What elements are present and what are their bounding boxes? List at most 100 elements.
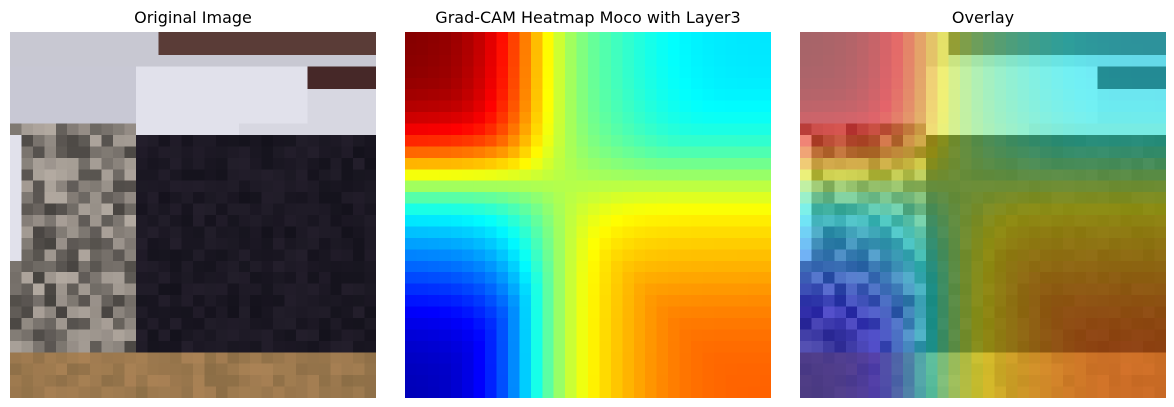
overlay-pixel [1051,386,1064,398]
heatmap-pixel [656,192,669,204]
heatmap-pixel [450,260,463,273]
original-pixel [364,112,376,124]
overlay-pixel [1131,66,1144,78]
heatmap-pixel [485,352,497,364]
heatmap-pixel [473,112,486,124]
heatmap-pixel [496,77,509,90]
heatmap-pixel [530,352,543,364]
overlay-pixel [960,306,972,319]
overlay-pixel [983,283,995,296]
original-pixel [193,112,205,124]
original-pixel [273,260,285,273]
heatmap-pixel [622,237,634,250]
original-pixel [44,249,56,261]
heatmap-pixel [530,66,543,78]
original-pixel [10,146,22,159]
original-pixel [32,157,45,170]
heatmap-pixel [462,169,474,181]
heatmap-pixel [702,43,715,56]
heatmap-pixel [485,89,497,101]
original-pixel [238,340,251,353]
overlay-pixel [868,134,881,147]
original-pixel [10,386,22,398]
original-pixel [227,146,239,159]
original-pixel [227,386,239,398]
original-pixel [10,32,22,44]
original-pixel [238,237,251,250]
overlay-pixel [1143,329,1155,342]
heatmap-pixel [530,237,543,250]
overlay-pixel [800,317,812,330]
heatmap-pixel [485,375,497,387]
original-pixel [44,180,56,193]
original-pixel [21,180,34,193]
original-pixel [90,112,102,124]
heatmap-pixel [690,329,703,342]
overlay-pixel [800,112,812,124]
heatmap-pixel [450,89,463,101]
heatmap-pixel [588,317,600,330]
heatmap-pixel [610,226,623,239]
original-pixel [90,295,102,307]
original-pixel [147,363,159,376]
overlay-pixel [1143,283,1155,296]
heatmap-pixel [496,317,509,330]
original-pixel [147,89,159,101]
original-pixel [330,169,342,181]
heatmap-pixel [530,306,543,319]
original-pixel [238,134,251,147]
heatmap-pixel [748,226,760,239]
original-pixel [32,146,45,159]
overlay-pixel [971,215,984,227]
original-pixel [193,89,205,101]
overlay-pixel [937,100,949,113]
original-pixel [238,226,251,239]
original-pixel [181,215,194,227]
original-pixel [181,340,194,353]
original-pixel [204,272,217,284]
original-pixel [44,260,56,273]
heatmap-pixel [679,77,692,90]
original-pixel [32,169,45,181]
heatmap-pixel [748,340,760,353]
overlay-pixel [1040,146,1052,159]
heatmap-pixel [656,77,669,90]
original-pixel [124,32,137,44]
original-pixel [44,283,56,296]
original-pixel [261,272,274,284]
heatmap-pixel [736,89,749,101]
heatmap-pixel [519,260,532,273]
original-pixel [341,386,354,398]
original-pixel [158,317,171,330]
overlay-pixel [1120,43,1132,56]
original-pixel [307,89,320,101]
heatmap-pixel [645,203,657,216]
overlay-pixel [925,329,938,342]
heatmap-pixel [530,249,543,261]
overlay-pixel [1028,100,1041,113]
original-pixel [170,249,182,261]
overlay-pixel [914,169,927,181]
overlay-pixel [971,54,984,67]
heatmap-pixel [416,283,429,296]
overlay-pixel [1120,32,1132,44]
overlay-pixel [822,260,835,273]
original-pixel [215,317,228,330]
original-pixel [124,89,137,101]
original-pixel [353,32,365,44]
original-pixel [67,237,79,250]
original-pixel [273,295,285,307]
original-pixel [55,54,68,67]
original-pixel [158,215,171,227]
original-pixel [67,249,79,261]
heatmap-pixel [736,100,749,113]
overlay-pixel [1085,203,1098,216]
overlay-pixel [902,134,915,147]
heatmap-pixel [576,329,589,342]
original-pixel [78,329,91,342]
original-pixel [341,375,354,387]
heatmap-pixel [439,180,451,193]
overlay-pixel [811,306,824,319]
overlay-pixel [1097,363,1110,376]
overlay-pixel [1017,340,1029,353]
